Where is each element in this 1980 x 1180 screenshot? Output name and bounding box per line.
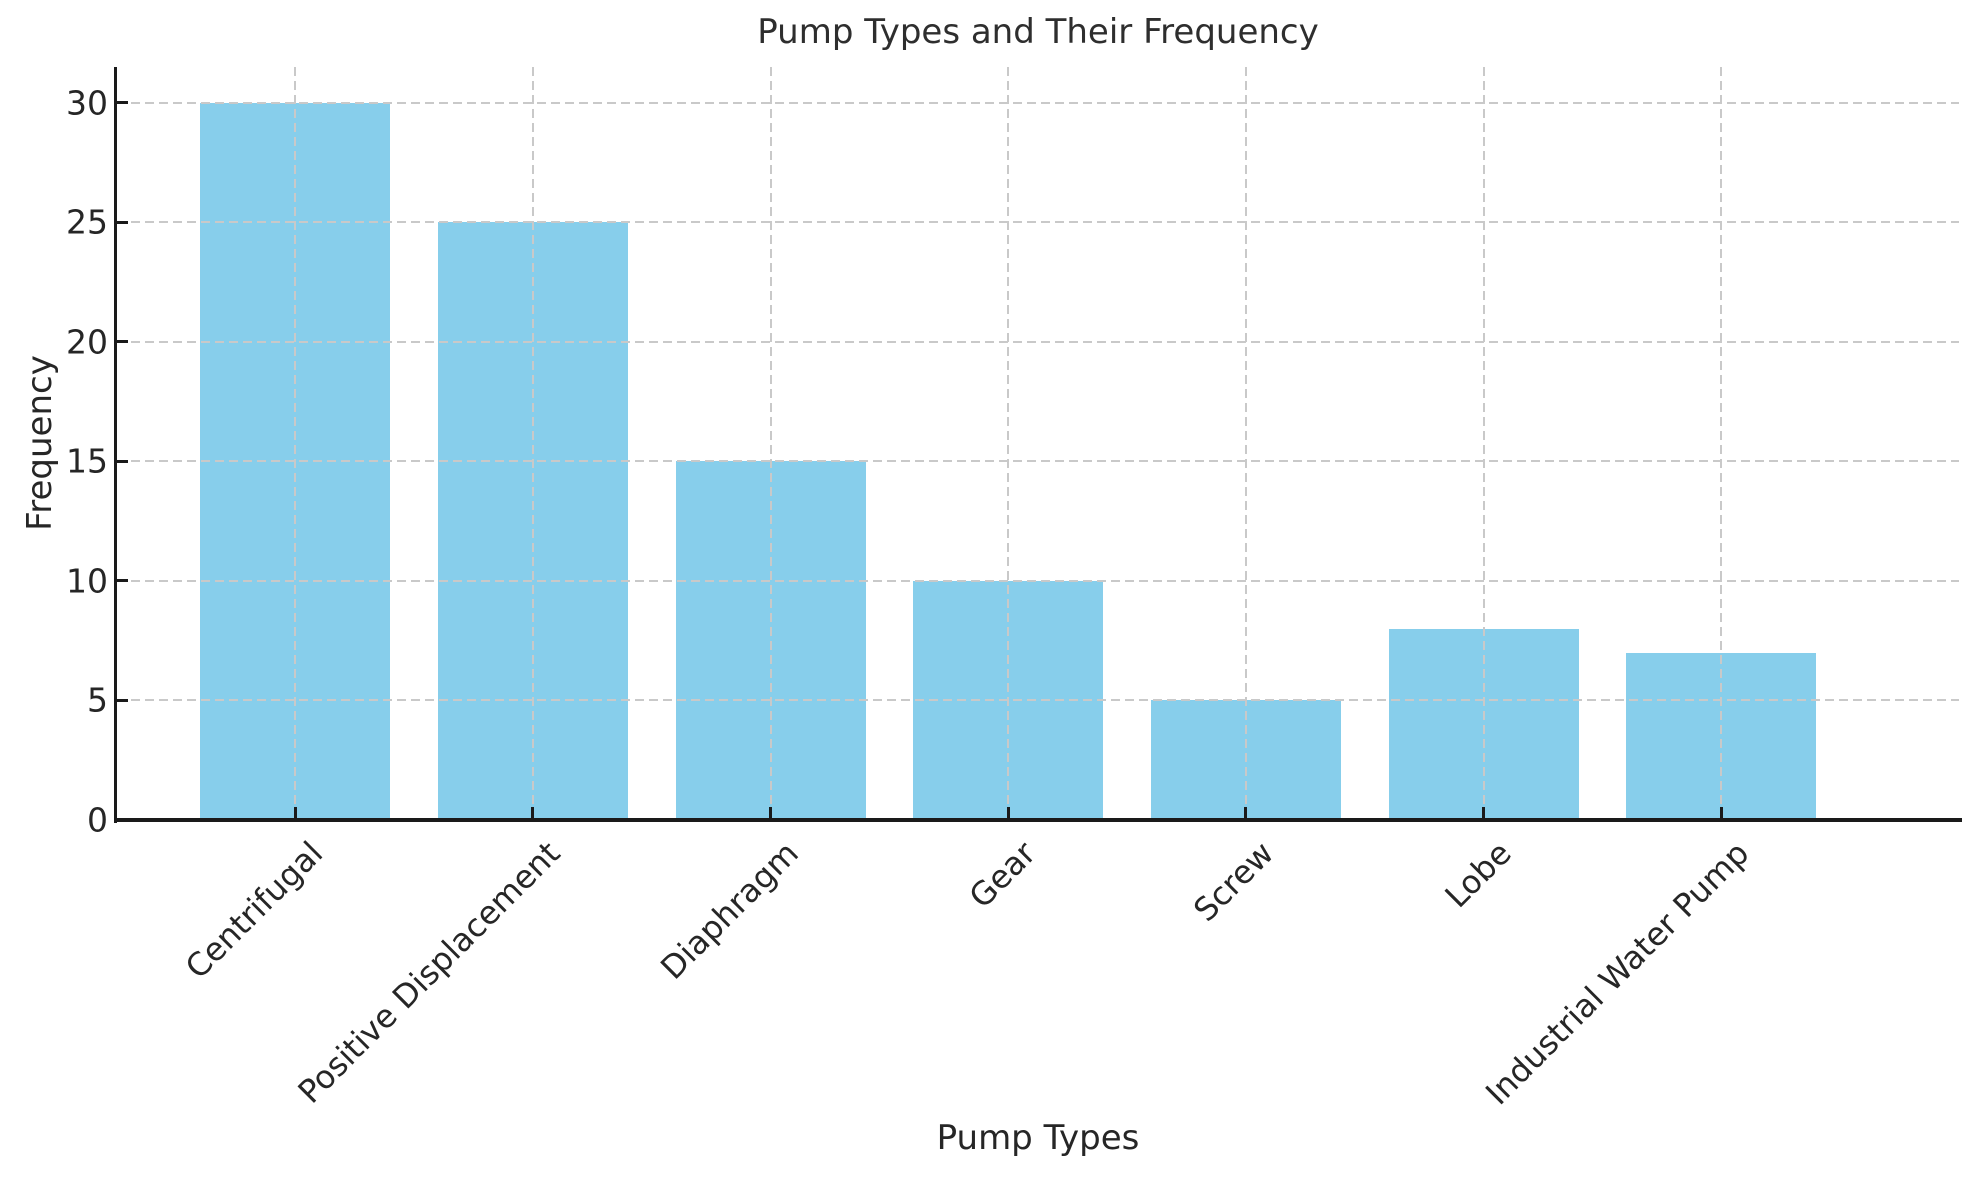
gridline-y-10: [117, 579, 1959, 582]
gridline-y-20: [117, 340, 1959, 343]
gridline-x-gear: [1007, 67, 1009, 820]
y-axis-spine: [114, 67, 117, 823]
gridline-x-lobe: [1483, 67, 1485, 820]
x-tick-mark-diaphragm: [769, 807, 772, 818]
x-tick-mark-positive-displacement: [531, 807, 534, 818]
gridline-x-centrifugal: [294, 67, 296, 820]
y-tick-mark-30: [117, 101, 128, 105]
gridline-x-diaphragm: [770, 67, 772, 820]
x-tick-label-positive-displacement: Positive Displacement: [290, 834, 568, 1111]
gridline-y-15: [117, 460, 1959, 463]
x-tick-mark-centrifugal: [294, 807, 297, 818]
x-tick-mark-screw: [1244, 807, 1247, 818]
x-tick-label-centrifugal: Centrifugal: [177, 834, 331, 987]
x-tick-label-screw: Screw: [1185, 834, 1281, 929]
y-tick-label-5: 5: [87, 680, 108, 720]
y-tick-mark-20: [117, 340, 128, 344]
x-tick-label-lobe: Lobe: [1437, 834, 1519, 916]
x-tick-mark-gear: [1007, 807, 1010, 818]
gridline-y-25: [117, 221, 1959, 224]
y-tick-label-20: 20: [66, 322, 108, 362]
y-tick-mark-15: [117, 459, 128, 463]
x-tick-label-diaphragm: Diaphragm: [652, 834, 806, 987]
x-tick-mark-industrial-water-pump: [1720, 807, 1723, 818]
gridline-x-screw: [1245, 67, 1247, 820]
x-axis-label: Pump Types: [936, 1118, 1140, 1158]
y-tick-mark-0: [117, 818, 128, 822]
gridline-x-positive-displacement: [532, 67, 534, 820]
y-tick-label-15: 15: [66, 441, 108, 481]
y-tick-mark-25: [117, 220, 128, 224]
y-tick-label-30: 30: [66, 83, 108, 123]
gridline-y-30: [117, 101, 1959, 104]
x-axis-spine: [114, 818, 1962, 822]
y-axis-label: Frequency: [20, 355, 60, 531]
y-tick-mark-10: [117, 579, 128, 583]
y-tick-mark-5: [117, 698, 128, 702]
y-tick-label-10: 10: [66, 561, 108, 601]
y-tick-label-0: 0: [87, 800, 108, 840]
chart-title: Pump Types and Their Frequency: [757, 12, 1319, 52]
x-tick-mark-lobe: [1482, 807, 1485, 818]
plot-area: [117, 67, 1959, 820]
y-tick-label-25: 25: [66, 202, 108, 242]
gridline-x-industrial-water-pump: [1720, 67, 1722, 820]
x-tick-label-industrial-water-pump: Industrial Water Pump: [1477, 834, 1757, 1113]
gridline-y-5: [117, 699, 1959, 702]
x-tick-label-gear: Gear: [961, 834, 1044, 916]
